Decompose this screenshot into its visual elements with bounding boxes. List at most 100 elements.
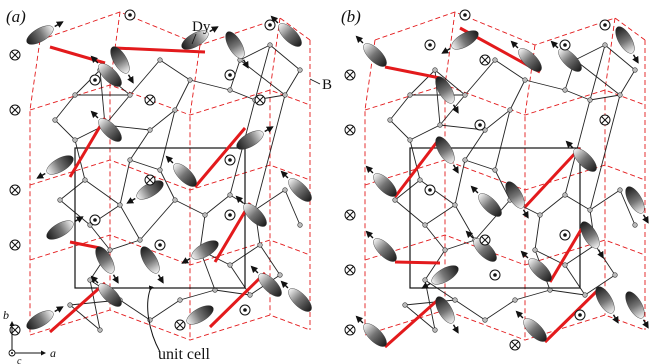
boron-bond [129, 129, 151, 161]
boron-bond [389, 94, 411, 121]
moment-arrow [597, 249, 604, 259]
boron-bond [89, 224, 111, 251]
dy-moments [26, 15, 312, 334]
dy-moment-ellipsoid [165, 155, 197, 187]
moment-arrow [90, 110, 99, 119]
boron-bond [564, 89, 591, 101]
moment-arrow [126, 197, 136, 204]
boron-bond [204, 194, 231, 216]
moment-arrow [112, 274, 119, 284]
cross-in-circle-icon [9, 104, 21, 116]
boron-atom [117, 202, 123, 208]
moment-arrow [452, 164, 459, 174]
boron-atom [462, 157, 468, 163]
cross-stroke [11, 326, 19, 334]
boron-bond [454, 299, 486, 321]
cross-stroke [146, 176, 154, 184]
boron-bond [254, 44, 271, 101]
boron-atom [392, 197, 398, 203]
dot-center [478, 123, 482, 127]
boron-bond [619, 189, 636, 226]
boron-bond [284, 189, 301, 226]
moment-arrow [74, 216, 84, 223]
ellipsoid-body [258, 273, 282, 297]
dot-center [228, 158, 232, 162]
boron-atom [537, 212, 543, 218]
boron-bond [539, 194, 566, 216]
boron-bond [229, 89, 256, 101]
dy-moment-ellipsoid [110, 46, 134, 84]
dot-in-circle-icon [574, 309, 586, 321]
dy-moment-ellipsoid [565, 140, 597, 172]
moment-arrow [54, 21, 64, 28]
ellipsoid-body [26, 25, 54, 45]
ellipsoid-body [580, 221, 600, 249]
boron-atom [282, 187, 288, 193]
panel-a-label: (a) [6, 7, 26, 26]
boron-atom [482, 317, 488, 323]
ellipsoid-body [435, 76, 455, 104]
cross-in-circle-icon [344, 209, 356, 221]
dy-dimer-bond [193, 127, 247, 188]
dot-center [428, 188, 432, 192]
boron-bond [254, 189, 286, 211]
boron-atom [407, 137, 413, 143]
boron-bond [139, 199, 176, 241]
boron-atom [107, 247, 113, 253]
boron-bond [424, 249, 446, 281]
cross-in-circle-icon [144, 174, 156, 186]
dy-moment-ellipsoid [95, 246, 119, 284]
boron-bond [109, 239, 141, 251]
dot-in-circle-icon [264, 19, 276, 31]
dy-moment-ellipsoid [421, 265, 459, 289]
boron-bond [419, 179, 456, 206]
dy-moment-ellipsoid [435, 136, 459, 174]
boron-bond [564, 264, 586, 296]
dot-center [93, 78, 97, 82]
moment-arrow [365, 230, 374, 239]
ellipsoid-body [625, 186, 645, 214]
dy-moment-ellipsoid [625, 186, 649, 224]
boron-atom [57, 197, 63, 203]
dashed-column [29, 39, 41, 335]
boron-atom [522, 77, 528, 83]
boron-bond [604, 44, 636, 71]
boron-atom [632, 67, 638, 73]
dot-in-circle-icon [124, 9, 136, 21]
dy-dimer-bond [213, 202, 252, 263]
dot-center [228, 73, 232, 77]
boron-atom [127, 157, 133, 163]
boron-bond [129, 159, 161, 171]
ellipsoid-body [46, 220, 74, 240]
cross-stroke [256, 96, 264, 104]
dy-moment-ellipsoid [181, 240, 219, 264]
dot-in-circle-icon [559, 229, 571, 241]
ellipsoid-body [435, 136, 455, 164]
boron-atom [177, 297, 183, 303]
dy-moment-ellipsoid [355, 35, 387, 67]
dot-in-circle-icon [424, 39, 436, 51]
dashed-lattice [29, 11, 311, 341]
dy-dimer-bond [68, 117, 107, 178]
ellipsoid-body [110, 46, 130, 74]
cross-stroke [346, 211, 354, 219]
cross-stroke [11, 241, 19, 249]
boron-atom [442, 247, 448, 253]
dy-moment-ellipsoid [465, 230, 497, 262]
boron-bond [454, 159, 466, 206]
boron-atom [492, 167, 498, 173]
dy-moment-ellipsoid [520, 250, 552, 282]
cross-in-circle-icon [344, 324, 356, 336]
dy-moment-ellipsoid [595, 286, 619, 324]
boron-atom [612, 272, 618, 278]
moment-arrow [181, 257, 191, 264]
dashed-column [364, 39, 376, 335]
boron-bond [119, 299, 151, 321]
boron-atom [462, 92, 468, 98]
boron-atom [437, 122, 443, 128]
dy-dimer-bond [523, 146, 582, 209]
boron-bond [129, 59, 161, 96]
cross-stroke [176, 321, 184, 329]
dy-moment-ellipsoid [126, 180, 164, 204]
